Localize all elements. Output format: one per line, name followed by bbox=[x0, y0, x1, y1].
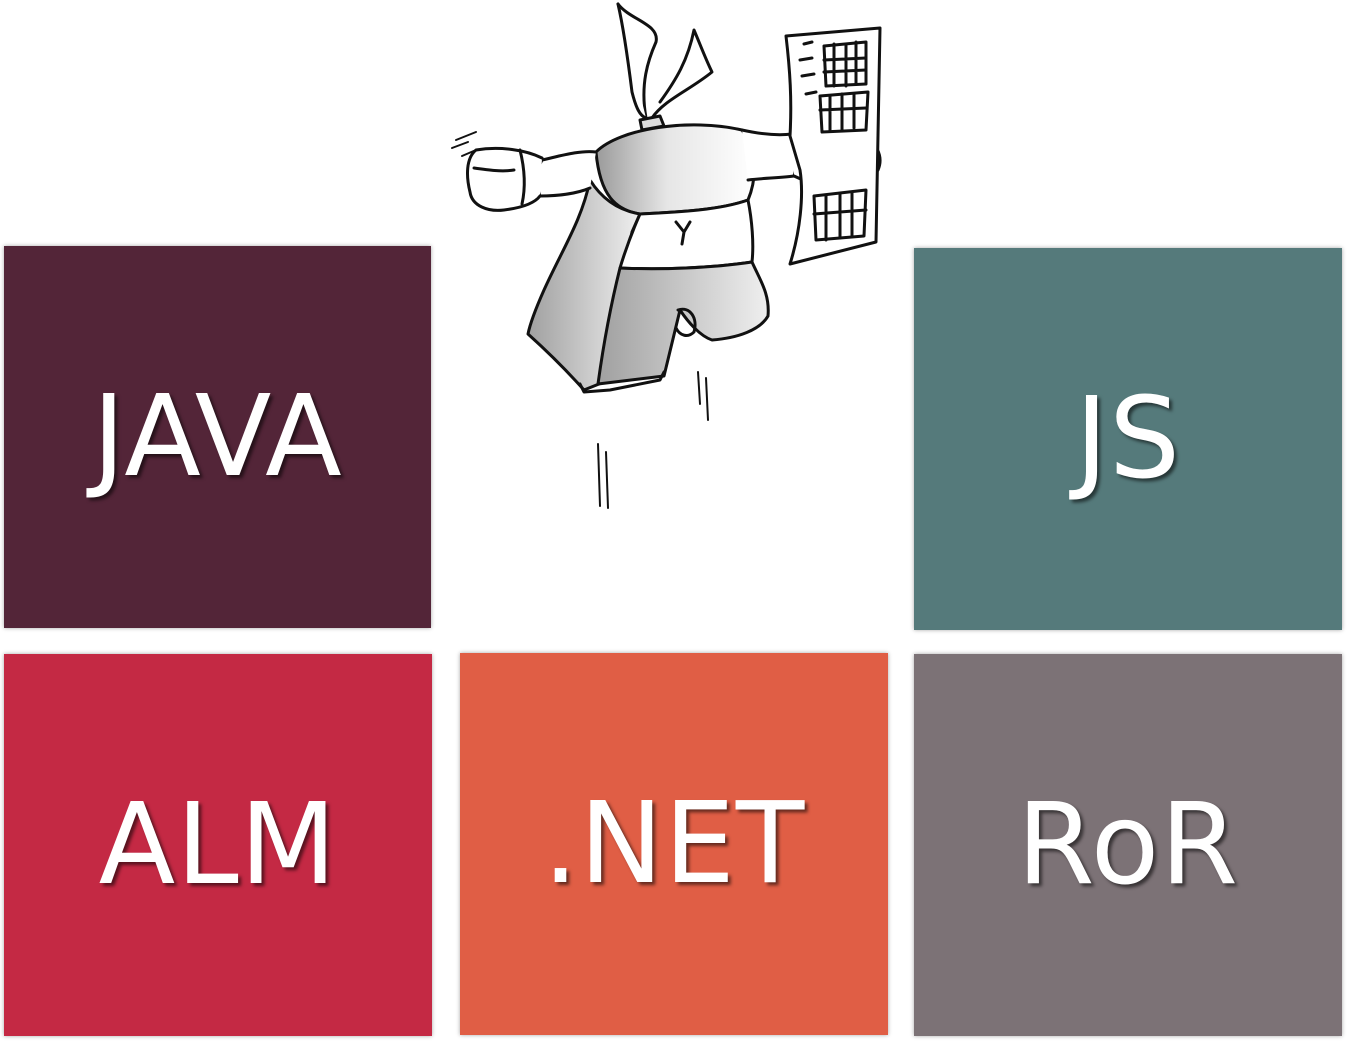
tile-java: JAVA bbox=[4, 246, 431, 628]
tile-js-label: JS bbox=[1074, 374, 1182, 504]
tile-alm: ALM bbox=[4, 654, 432, 1036]
tile-net-label: .NET bbox=[542, 779, 806, 909]
tile-net: .NET bbox=[460, 653, 888, 1035]
tile-alm-label: ALM bbox=[98, 780, 338, 910]
tile-ror-label: RoR bbox=[1016, 780, 1240, 910]
jumping-developer-illustration bbox=[451, 2, 882, 509]
tile-java-label: JAVA bbox=[92, 372, 343, 502]
tile-ror: RoR bbox=[914, 654, 1342, 1036]
tile-js: JS bbox=[914, 248, 1342, 630]
